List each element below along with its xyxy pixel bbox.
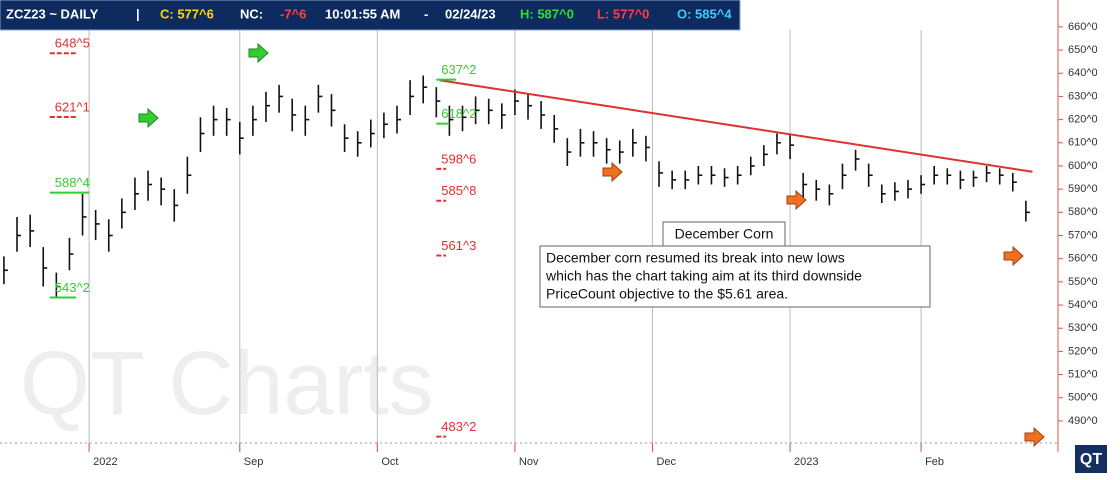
arrow: [138, 107, 159, 129]
price-count-label: 483^2: [441, 419, 476, 434]
y-tick-label: 500^0: [1068, 392, 1098, 404]
price-count-label: 588^4: [55, 175, 90, 190]
arrows: [138, 42, 1045, 448]
header-bar: ZCZ23 ~ DAILY | C: 577^6 NC: -7^6 10:01:…: [0, 0, 741, 31]
close: C: 577^6: [160, 6, 214, 21]
y-tick-label: 580^0: [1068, 206, 1098, 218]
x-tick-label: Sep: [244, 456, 264, 468]
annotation-line: PriceCount objective to the $5.61 area.: [546, 286, 788, 302]
y-tick-label: 620^0: [1068, 114, 1098, 126]
price-count-label: 561^3: [441, 238, 476, 253]
y-tick-label: 540^0: [1068, 299, 1098, 311]
y-tick-label: 550^0: [1068, 276, 1098, 288]
nc-label: NC:: [240, 6, 263, 21]
high: H: 587^0: [520, 6, 574, 21]
x-tick-label: 2022: [93, 456, 117, 468]
price-count-label: 637^2: [441, 62, 476, 77]
price-count-label: 585^8: [441, 183, 476, 198]
y-tick-label: 610^0: [1068, 137, 1098, 149]
x-tick-label: Dec: [656, 456, 676, 468]
box-title-frame: [662, 221, 786, 247]
y-tick-label: 510^0: [1068, 368, 1098, 380]
open: O: 585^4: [677, 6, 732, 21]
arrow: [248, 42, 269, 64]
y-tick-label: 560^0: [1068, 253, 1098, 265]
annotation-frame: [539, 245, 931, 308]
watermark: QT Charts: [20, 334, 433, 434]
separator: |: [136, 6, 140, 21]
arrow: [1003, 245, 1024, 267]
y-tick-label: 570^0: [1068, 229, 1098, 241]
logo: QT: [1080, 451, 1102, 468]
price-count-label: 621^1: [55, 99, 90, 114]
y-tick-label: 630^0: [1068, 90, 1098, 102]
time: 10:01:55 AM: [325, 6, 400, 21]
header-background: [0, 0, 741, 31]
x-tick-label: 2023: [794, 456, 818, 468]
arrow: [602, 161, 623, 183]
price-count-label: 648^5: [55, 36, 90, 51]
arrow: [786, 189, 807, 211]
x-tick-label: Feb: [925, 456, 944, 468]
trendline: [439, 79, 1033, 173]
date: 02/24/23: [445, 6, 496, 21]
price-count-label: 618^2: [441, 106, 476, 121]
x-tick-label: Nov: [519, 456, 539, 468]
y-tick-label: 650^0: [1068, 44, 1098, 56]
y-tick-label: 520^0: [1068, 345, 1098, 357]
y-tick-label: 490^0: [1068, 415, 1098, 427]
arrow: [1024, 426, 1045, 448]
y-tick-label: 530^0: [1068, 322, 1098, 334]
low: L: 577^0: [597, 6, 649, 21]
logo-background: [1075, 445, 1107, 473]
annotation-line: December corn resumed its break into new…: [546, 250, 845, 266]
symbol: ZCZ23 ~ DAILY: [6, 6, 99, 21]
price-count-label: 598^6: [441, 151, 476, 166]
y-tick-label: 660^0: [1068, 21, 1098, 33]
net-change: -7^6: [280, 6, 306, 21]
price-count-label: 543^2: [55, 280, 90, 295]
y-tick-label: 600^0: [1068, 160, 1098, 172]
box-title: December Corn: [675, 226, 774, 242]
annotation-line: which has the chart taking aim at its th…: [545, 268, 862, 284]
y-tick-label: 640^0: [1068, 67, 1098, 79]
y-tick-label: 590^0: [1068, 183, 1098, 195]
dash: -: [424, 6, 428, 21]
x-tick-label: Oct: [381, 456, 398, 468]
